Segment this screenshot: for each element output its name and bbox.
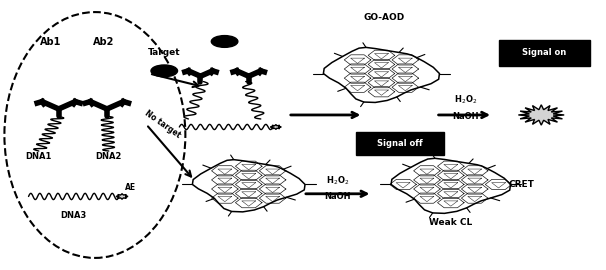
- Polygon shape: [192, 160, 305, 212]
- Text: Ab2: Ab2: [93, 37, 115, 47]
- Polygon shape: [116, 194, 128, 199]
- Text: No target: No target: [144, 109, 182, 140]
- Text: AE: AE: [125, 183, 136, 192]
- Text: CRET: CRET: [508, 180, 534, 189]
- Text: H$_2$O$_2$: H$_2$O$_2$: [454, 94, 478, 106]
- Text: Ab1: Ab1: [40, 37, 62, 47]
- Text: Signal on: Signal on: [522, 48, 567, 57]
- Text: NaOH: NaOH: [453, 112, 479, 121]
- Polygon shape: [518, 105, 564, 125]
- Text: Signal off: Signal off: [378, 139, 423, 148]
- Text: DNA2: DNA2: [96, 152, 122, 161]
- FancyBboxPatch shape: [356, 132, 444, 155]
- Text: NaOH: NaOH: [325, 192, 351, 201]
- Text: DNA3: DNA3: [61, 211, 87, 220]
- Text: GO-AOD: GO-AOD: [364, 13, 405, 22]
- Circle shape: [211, 36, 238, 47]
- FancyBboxPatch shape: [499, 40, 590, 66]
- Polygon shape: [270, 124, 281, 129]
- Text: H$_2$O$_2$: H$_2$O$_2$: [326, 174, 350, 187]
- Circle shape: [151, 65, 178, 77]
- Text: Target: Target: [148, 48, 181, 57]
- Text: DNA1: DNA1: [25, 152, 52, 161]
- Polygon shape: [324, 48, 439, 102]
- Text: Weak CL: Weak CL: [429, 218, 473, 227]
- Polygon shape: [391, 158, 510, 213]
